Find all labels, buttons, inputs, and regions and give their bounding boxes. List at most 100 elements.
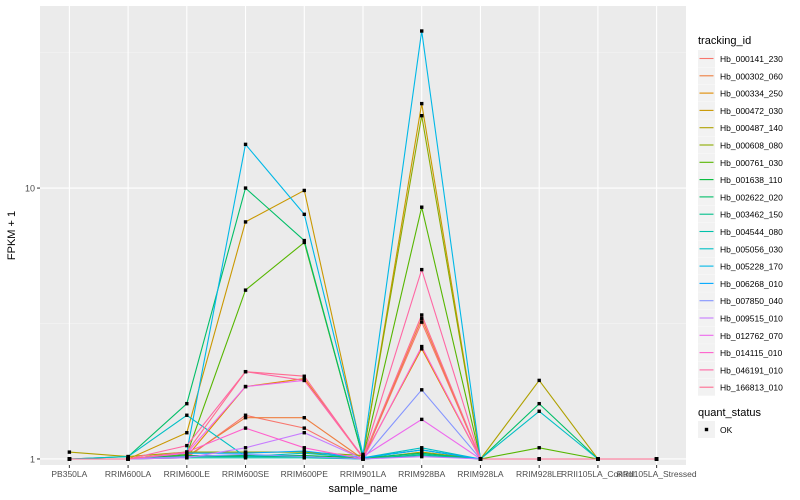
shape-legend: quant_status OK bbox=[698, 407, 761, 438]
data-point bbox=[243, 288, 248, 292]
data-point bbox=[420, 267, 424, 272]
data-point bbox=[537, 409, 541, 413]
legend: tracking_id Hb_000141_230 Hb_000302_060 Hb… bbox=[698, 35, 783, 396]
data-point bbox=[420, 344, 424, 349]
data-point bbox=[243, 384, 248, 389]
data-point bbox=[243, 220, 248, 224]
data-point bbox=[126, 457, 130, 461]
data-point bbox=[185, 401, 189, 406]
legend-label: Hb_000761_030 bbox=[720, 158, 783, 168]
axes: 1 10 PB350LA RRIM600LA RRIM600LE RRIM600SE RRI… bbox=[25, 184, 697, 479]
shape-legend-label: OK bbox=[720, 425, 733, 435]
data-point bbox=[302, 378, 306, 383]
data-point bbox=[243, 426, 248, 430]
x-tick-label: RRIM928LA bbox=[457, 469, 504, 479]
data-point bbox=[420, 316, 424, 321]
x-tick-label: RRIM600SE bbox=[222, 469, 270, 479]
data-point bbox=[596, 457, 600, 461]
shape-legend-key-marker bbox=[704, 427, 709, 432]
data-point bbox=[361, 452, 365, 457]
data-point bbox=[243, 454, 248, 459]
data-point bbox=[302, 446, 306, 450]
legend-label: Hb_009515_010 bbox=[720, 314, 783, 324]
y-axis-title: FPKM + 1 bbox=[6, 211, 18, 260]
legend-label: Hb_166813_010 bbox=[720, 383, 783, 393]
data-point bbox=[654, 457, 659, 461]
data-point bbox=[185, 413, 189, 417]
legend-label: Hb_000302_060 bbox=[720, 71, 783, 81]
data-point bbox=[302, 212, 306, 217]
data-point bbox=[185, 456, 189, 460]
y-tick-label: 1 bbox=[30, 454, 35, 464]
data-point bbox=[302, 416, 306, 420]
x-tick-label: RRIM928LE bbox=[516, 469, 563, 479]
data-point bbox=[420, 320, 424, 324]
data-point bbox=[243, 413, 248, 417]
legend-label: Hb_014115_010 bbox=[720, 348, 783, 358]
data-point bbox=[537, 457, 541, 461]
x-tick-label: RRII105LA_Control bbox=[561, 469, 635, 479]
legend-label: Hb_000334_250 bbox=[720, 89, 783, 99]
data-point bbox=[302, 451, 306, 455]
x-tick-label: RRIM600PE bbox=[281, 469, 329, 479]
data-point bbox=[420, 29, 424, 33]
data-point bbox=[243, 446, 248, 450]
legend-label: Hb_006268_010 bbox=[720, 279, 783, 289]
data-point bbox=[420, 388, 424, 392]
legend-label: Hb_002622_020 bbox=[720, 192, 783, 202]
legend-label: Hb_005228_170 bbox=[720, 262, 783, 272]
x-tick-label: RRIM928BA bbox=[398, 469, 446, 479]
data-point bbox=[420, 454, 424, 459]
legend-label: Hb_003462_150 bbox=[720, 210, 783, 220]
data-point bbox=[185, 431, 189, 435]
data-point bbox=[243, 416, 248, 420]
data-point bbox=[302, 188, 306, 193]
legend-label: Hb_000472_030 bbox=[720, 106, 783, 116]
data-point bbox=[302, 374, 306, 378]
data-point bbox=[302, 238, 306, 243]
data-point bbox=[302, 454, 306, 459]
legend-label: Hb_000608_080 bbox=[720, 141, 783, 151]
data-point bbox=[420, 417, 424, 422]
data-point bbox=[185, 443, 189, 448]
data-point bbox=[420, 205, 424, 209]
legend-label: Hb_000141_230 bbox=[720, 54, 783, 64]
data-point bbox=[302, 240, 306, 245]
data-point bbox=[537, 378, 541, 383]
data-point bbox=[67, 457, 72, 461]
data-point bbox=[243, 186, 248, 190]
legend-label: Hb_046191_010 bbox=[720, 365, 783, 375]
data-point bbox=[243, 142, 248, 147]
data-point bbox=[302, 449, 306, 453]
data-point bbox=[243, 452, 248, 457]
data-point bbox=[302, 426, 306, 430]
legend-label: Hb_004544_080 bbox=[720, 227, 783, 237]
data-point bbox=[420, 113, 424, 118]
x-tick-label: RRIM600LA bbox=[105, 469, 152, 479]
data-point bbox=[185, 450, 189, 454]
x-axis-title: sample_name bbox=[328, 483, 397, 495]
legend-label: Hb_007850_040 bbox=[720, 296, 783, 306]
legend-label: Hb_012762_070 bbox=[720, 331, 783, 341]
data-point bbox=[420, 101, 424, 106]
data-point bbox=[243, 369, 248, 374]
data-point bbox=[420, 446, 424, 450]
data-point bbox=[537, 401, 541, 406]
data-point bbox=[302, 431, 306, 435]
data-point bbox=[420, 347, 424, 351]
x-tick-label: RRIM901LA bbox=[340, 469, 387, 479]
data-point bbox=[361, 456, 365, 460]
data-point bbox=[302, 376, 306, 381]
data-point bbox=[67, 450, 72, 454]
x-tick-label: RRIM600LE bbox=[164, 469, 211, 479]
data-point bbox=[126, 454, 130, 459]
legend-label: Hb_005056_030 bbox=[720, 244, 783, 254]
data-points bbox=[67, 29, 659, 461]
data-point bbox=[478, 457, 483, 461]
x-tick-label: PB350LA bbox=[51, 469, 87, 479]
data-point bbox=[420, 313, 424, 317]
legend-label: Hb_001638_110 bbox=[720, 175, 783, 185]
y-tick-label: 10 bbox=[25, 184, 35, 194]
data-point bbox=[537, 446, 541, 450]
